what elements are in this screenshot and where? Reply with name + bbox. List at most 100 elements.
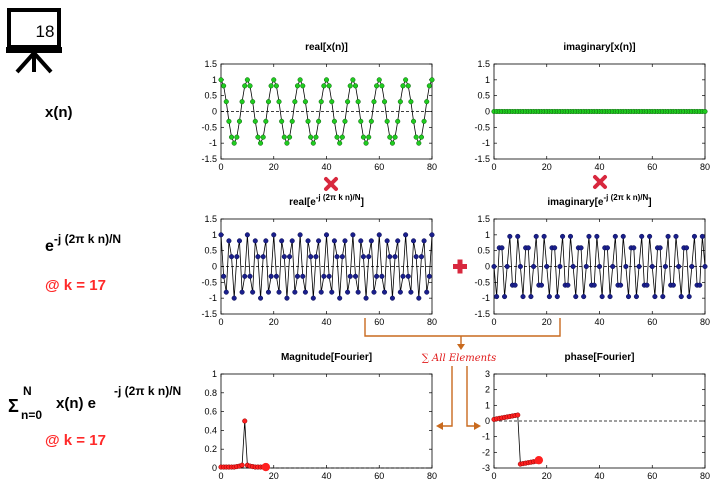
data-point <box>294 83 301 89</box>
data-point <box>260 254 266 260</box>
data-point <box>252 238 258 244</box>
data-point <box>300 83 306 89</box>
data-point <box>263 238 269 244</box>
data-point <box>381 99 388 105</box>
y-tick-label: 0.5 <box>477 91 490 101</box>
data-point <box>331 118 337 124</box>
data-point <box>363 140 369 146</box>
data-point <box>284 295 290 301</box>
data-point <box>289 238 295 244</box>
y-tick-label: 1.5 <box>204 59 217 69</box>
x-tick-label: 0 <box>218 162 223 172</box>
data-point <box>358 118 364 124</box>
data-point <box>313 254 319 260</box>
data-point <box>326 273 332 279</box>
data-point <box>334 134 340 140</box>
data-point <box>371 99 377 105</box>
data-point <box>236 238 243 244</box>
data-point <box>591 282 597 288</box>
data-point <box>329 99 335 105</box>
data-point <box>586 233 592 239</box>
data-point <box>331 238 337 244</box>
data-point <box>520 294 526 300</box>
x-tick-label: 40 <box>594 471 604 481</box>
x-tick-label: 40 <box>594 162 604 172</box>
data-point <box>565 282 571 288</box>
data-point <box>403 77 409 83</box>
data-point <box>618 282 624 288</box>
data-point <box>413 134 419 140</box>
data-point <box>410 118 417 124</box>
data-point <box>363 295 369 301</box>
data-point <box>647 233 653 239</box>
data-point <box>678 294 684 300</box>
data-point <box>512 282 518 288</box>
data-point <box>292 289 298 295</box>
data-point <box>612 233 618 239</box>
data-point <box>625 294 632 300</box>
x-tick-label: 80 <box>427 471 437 481</box>
y-tick-label: 1 <box>212 230 217 240</box>
data-point <box>329 289 335 295</box>
chart-magnitude: Magnitude[Fourier] 0 20 40 60 80 1 0.8 0.6 0.4 0.2… <box>204 352 437 481</box>
y-tick-label: 0 <box>485 262 490 272</box>
y-tick-label: -0.5 <box>201 277 217 287</box>
data-point <box>289 118 295 124</box>
x-tick-label: 0 <box>218 317 223 327</box>
x-tick-label: 60 <box>647 317 657 327</box>
data-point <box>265 289 272 295</box>
data-point <box>573 294 579 300</box>
data-point <box>239 462 245 468</box>
y-tick-label: -3 <box>482 463 490 473</box>
data-point <box>570 263 576 270</box>
data-point <box>247 83 253 89</box>
data-point <box>297 77 303 83</box>
data-point <box>676 263 682 270</box>
y-tick-label: 0 <box>212 262 217 272</box>
data-point <box>699 233 705 239</box>
data-point <box>607 294 613 300</box>
data-point <box>308 254 314 260</box>
data-point <box>499 245 505 251</box>
data-point <box>345 99 351 105</box>
x-tick-label: 60 <box>374 471 384 481</box>
y-tick-label: 1.5 <box>204 214 217 224</box>
data-point <box>546 294 552 300</box>
y-tick-label: -1 <box>482 138 490 148</box>
data-point <box>242 418 248 424</box>
data-point <box>308 134 314 140</box>
data-point <box>287 254 293 260</box>
data-point <box>670 282 676 288</box>
data-point <box>400 83 406 89</box>
data-point <box>397 289 403 295</box>
data-point <box>426 83 432 89</box>
data-point <box>236 118 243 124</box>
data-point <box>360 254 366 260</box>
xn-label: x(n) <box>45 104 73 121</box>
data-point <box>392 254 398 260</box>
data-point <box>421 238 427 244</box>
data-point <box>504 263 510 270</box>
data-point <box>321 273 327 279</box>
chart-title: phase[Fourier] <box>564 352 634 363</box>
y-tick-label: -1.5 <box>201 154 217 164</box>
y-tick-label: -0.5 <box>474 122 490 132</box>
current-k-marker <box>261 462 271 472</box>
y-tick-label: 0 <box>212 463 217 473</box>
data-point <box>366 134 372 140</box>
data-point <box>379 83 385 89</box>
data-point <box>294 273 301 279</box>
data-point <box>268 273 274 279</box>
y-tick-label: 0.8 <box>204 388 217 398</box>
data-point <box>379 273 385 279</box>
y-tick-label: 1 <box>212 75 217 85</box>
data-point <box>276 289 282 295</box>
data-point <box>429 77 435 83</box>
data-point <box>389 140 395 146</box>
sum-all-elements-label: ∑ All Elements <box>422 353 497 364</box>
data-point <box>507 233 513 239</box>
data-point <box>358 238 364 244</box>
data-point <box>229 134 235 140</box>
data-point <box>255 134 261 140</box>
data-point <box>255 254 261 260</box>
